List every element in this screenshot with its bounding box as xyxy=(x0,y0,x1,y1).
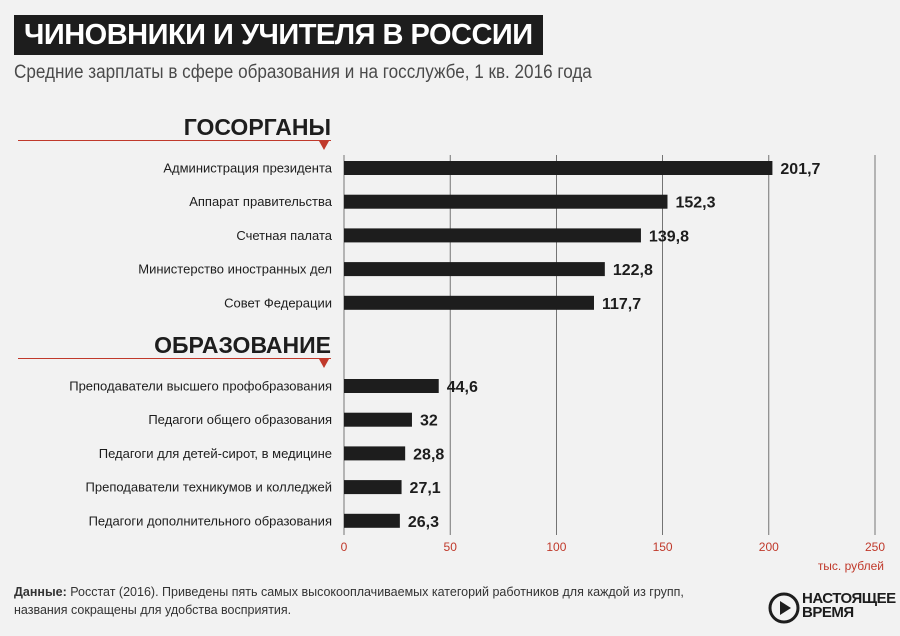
bar xyxy=(344,513,400,528)
bar xyxy=(344,262,605,277)
bar xyxy=(344,194,668,209)
x-tick-label: 150 xyxy=(653,540,673,554)
logo-line-1: настоящее xyxy=(802,590,896,607)
category-label: Совет Федерации xyxy=(224,295,332,310)
category-label: Педагоги общего образования xyxy=(148,412,332,427)
source-label: Данные: xyxy=(14,585,67,599)
play-logo-icon xyxy=(768,592,800,624)
chart-title: ЧИНОВНИКИ И УЧИТЕЛЯ В РОССИИ xyxy=(14,15,543,55)
value-label: 201,7 xyxy=(780,161,820,178)
value-label: 122,8 xyxy=(613,262,653,279)
category-label: Педагоги для детей-сирот, в медицине xyxy=(99,446,332,461)
x-tick-label: 50 xyxy=(444,540,458,554)
chart-subtitle: Средние зарплаты в сфере образования и н… xyxy=(14,62,592,83)
bar xyxy=(344,295,594,310)
source-note: Данные: Росстат (2016). Приведены пять с… xyxy=(14,583,714,619)
category-label: Министерство иностранных дел xyxy=(138,262,332,277)
x-tick-label: 100 xyxy=(546,540,566,554)
category-label: Администрация президента xyxy=(163,161,332,176)
logo-line-2: время xyxy=(802,604,854,621)
value-label: 152,3 xyxy=(675,195,715,212)
x-tick-label: 0 xyxy=(341,540,348,554)
bar xyxy=(344,228,641,243)
category-label: Педагоги дополнительного образования xyxy=(89,513,332,528)
x-tick-label: 250 xyxy=(865,540,885,554)
bar xyxy=(344,446,406,461)
value-label: 139,8 xyxy=(649,228,689,245)
brand-logo: настоящее время xyxy=(768,588,896,628)
bar xyxy=(344,379,439,393)
group-heading: ГОСОРГАНЫ xyxy=(184,114,331,140)
value-label: 26,3 xyxy=(408,514,439,531)
category-label: Счетная палата xyxy=(236,228,332,243)
value-label: 27,1 xyxy=(410,480,441,497)
value-label: 44,6 xyxy=(447,379,478,396)
value-label: 28,8 xyxy=(413,446,444,463)
bar xyxy=(344,412,412,427)
group-marker-icon xyxy=(319,141,329,150)
x-tick-label: 200 xyxy=(759,540,779,554)
bar xyxy=(344,161,773,175)
bar xyxy=(344,480,402,495)
category-label: Аппарат правительства xyxy=(189,194,333,209)
value-label: 117,7 xyxy=(602,296,641,313)
group-marker-icon xyxy=(319,359,329,368)
category-label: Преподаватели высшего профобразования xyxy=(69,379,332,394)
category-label: Преподаватели техникумов и колледжей xyxy=(86,480,332,495)
x-unit-label: тыс. рублей xyxy=(818,559,884,573)
logo-text: настоящее время xyxy=(802,590,896,621)
source-text: Росстат (2016). Приведены пять самых выс… xyxy=(14,585,684,617)
value-label: 32 xyxy=(420,413,438,430)
group-heading: ОБРАЗОВАНИЕ xyxy=(154,332,331,358)
